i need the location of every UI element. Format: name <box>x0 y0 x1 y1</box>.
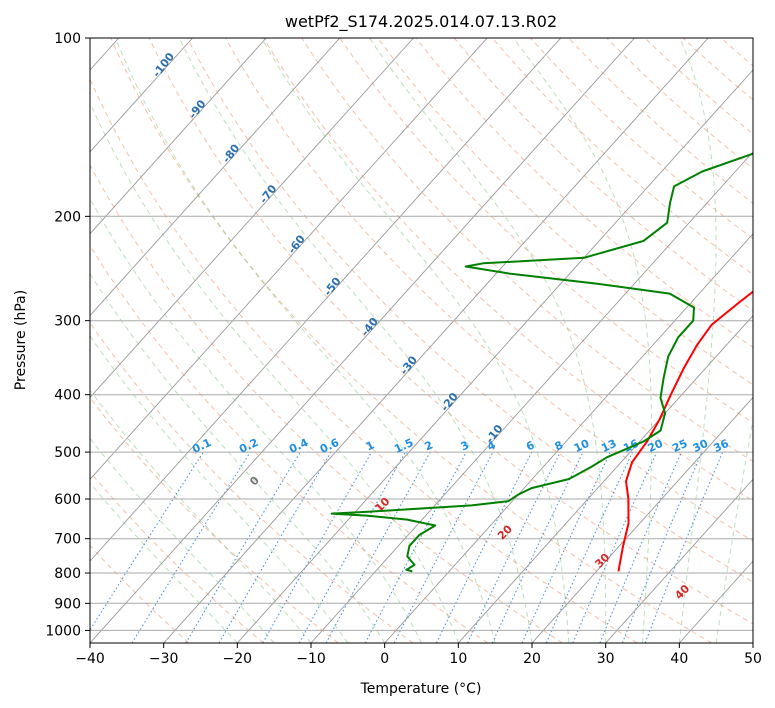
mixing-ratio-line <box>572 451 658 643</box>
profile-line <box>617 290 753 572</box>
mixing-ratio-label: 13 <box>599 437 618 455</box>
dry-adiabat <box>90 244 488 643</box>
y-tick-label: 500 <box>54 445 81 461</box>
x-tick-label: 40 <box>670 651 688 667</box>
x-tick-label: 0 <box>380 651 389 667</box>
mixing-ratio-line <box>298 451 406 643</box>
isotherm <box>531 396 753 643</box>
x-tick-label: −20 <box>223 651 253 667</box>
x-tick-label: 50 <box>744 651 762 667</box>
chart-title: wetPf2_S174.2025.014.07.13.R02 <box>285 12 557 32</box>
axis-ticks: −40 −30 −20 −10 0 10 20 30 40 50 100 200 300 400 500 60… <box>45 31 762 667</box>
moist-adiabat <box>715 416 753 643</box>
mixing-ratio-line <box>364 451 467 643</box>
mixing-ratio-label: 10 <box>572 437 592 455</box>
y-tick-label: 600 <box>54 492 81 508</box>
x-tick-label: 20 <box>523 651 541 667</box>
profile-line <box>330 152 753 573</box>
dry-adiabat <box>90 471 264 643</box>
isotherm <box>90 38 341 317</box>
isotherm <box>90 38 562 562</box>
moist-adiabat <box>678 38 717 643</box>
moist-adiabat <box>114 38 496 643</box>
mixing-ratio-label: 25 <box>670 437 689 455</box>
dry-adiabat <box>148 38 753 625</box>
isotherm <box>310 151 753 643</box>
dry-adiabat <box>263 38 753 502</box>
y-tick-label: 100 <box>54 31 81 47</box>
y-tick-label: 900 <box>54 596 81 612</box>
dry-adiabat <box>224 38 753 542</box>
plot-frame <box>89 37 754 644</box>
mixing-ratio-label: 36 <box>712 437 732 455</box>
x-tick-label: −10 <box>296 651 326 667</box>
isotherm <box>90 38 193 153</box>
moist-adiabat <box>261 38 570 643</box>
mixing-ratio-label: 20 <box>646 437 666 455</box>
isotherm <box>605 478 753 643</box>
dry-adiabat <box>377 38 753 386</box>
dry-adiabat <box>301 38 753 463</box>
dry-adiabat <box>90 77 638 643</box>
x-tick-label: −30 <box>149 651 179 667</box>
mixing-ratio-line <box>621 451 703 643</box>
y-tick-label: 300 <box>54 314 81 330</box>
y-tick-label: 800 <box>54 566 81 582</box>
plot-area <box>90 38 753 643</box>
mixing-ratio-line <box>90 451 204 631</box>
moist-adiabat <box>90 482 238 643</box>
x-tick-label: 30 <box>597 651 615 667</box>
dry-adiabat <box>186 38 753 583</box>
dry-adiabat <box>90 163 563 643</box>
y-tick-label: 1000 <box>45 623 81 639</box>
moist-adiabat <box>90 272 386 643</box>
mixing-ratio-line <box>644 451 724 643</box>
grid-lines <box>90 38 753 643</box>
y-tick-label: 700 <box>54 532 81 548</box>
mixing-ratio-line <box>325 451 431 643</box>
x-tick-label: 10 <box>449 651 467 667</box>
mixing-ratio-line <box>435 451 533 643</box>
x-axis-label: Temperature (°C) <box>360 681 482 697</box>
dry-adiabat <box>415 38 753 349</box>
moist-adiabat <box>369 38 607 643</box>
isotherm <box>90 38 414 399</box>
mixing-ratio-line <box>545 451 633 643</box>
isotherm <box>236 69 753 643</box>
isotherm <box>90 38 267 235</box>
y-axis-label: Pressure (hPa) <box>13 290 29 390</box>
dry-adiabat <box>110 38 712 643</box>
y-tick-label: 200 <box>54 209 81 225</box>
isotherm <box>457 314 753 643</box>
isotherm <box>90 38 635 643</box>
moist-adiabat <box>512 38 653 643</box>
moist-adiabat <box>90 101 459 643</box>
x-tick-label: −40 <box>75 651 105 667</box>
isotherm <box>163 38 709 643</box>
y-tick-label: 400 <box>54 388 81 404</box>
mixing-ratio-label: 30 <box>691 437 711 455</box>
moist-adiabat <box>178 38 533 643</box>
moist-adiabat <box>90 197 422 643</box>
background-lines <box>90 38 753 643</box>
profile-lines <box>330 152 753 573</box>
isotherm <box>384 233 753 643</box>
mixing-ratio-line <box>599 451 682 643</box>
isotherm <box>90 38 488 481</box>
